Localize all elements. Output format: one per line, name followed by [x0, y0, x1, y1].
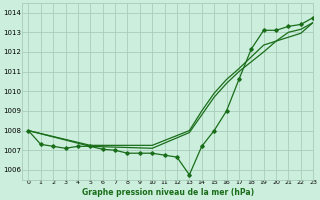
X-axis label: Graphe pression niveau de la mer (hPa): Graphe pression niveau de la mer (hPa)	[82, 188, 254, 197]
